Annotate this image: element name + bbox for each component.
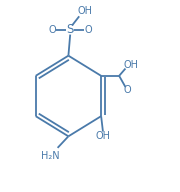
Text: O: O bbox=[84, 25, 92, 35]
Text: OH: OH bbox=[123, 60, 138, 70]
Text: OH: OH bbox=[78, 6, 93, 16]
Text: S: S bbox=[67, 23, 74, 36]
Text: OH: OH bbox=[95, 131, 111, 141]
Text: O: O bbox=[123, 85, 131, 95]
Text: H₂N: H₂N bbox=[41, 151, 60, 161]
Text: O: O bbox=[48, 25, 56, 35]
